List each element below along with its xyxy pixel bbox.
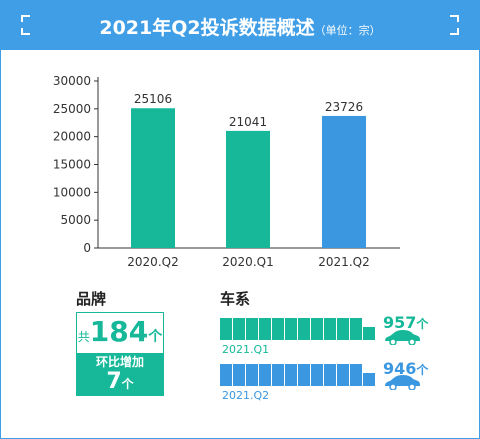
series-bar-segment xyxy=(337,318,349,340)
series-bar-segment xyxy=(233,364,245,386)
series-bar-segment xyxy=(246,364,258,386)
bar-2020.Q1 xyxy=(226,130,270,248)
series-bar-segment xyxy=(324,318,336,340)
series-bar-segment xyxy=(220,318,232,340)
series-count-unit: 个 xyxy=(416,317,429,331)
series-period-label: 2021.Q1 xyxy=(222,343,270,356)
x-tick-label: 2020.Q1 xyxy=(222,255,273,269)
series-bar-segment xyxy=(272,364,284,386)
series-bar-segment xyxy=(363,327,375,340)
data-label: 21041 xyxy=(229,115,267,129)
y-tick-label: 5000 xyxy=(60,213,91,227)
x-tick-label: 2021.Q2 xyxy=(318,255,369,269)
series-bar-segment xyxy=(363,373,375,386)
x-tick-label: 2020.Q2 xyxy=(127,255,178,269)
y-tick-label: 10000 xyxy=(53,185,91,199)
series-count-unit: 个 xyxy=(416,363,429,377)
brand-total: 共184个 xyxy=(77,313,163,353)
series-count-value: 946 xyxy=(383,359,417,378)
brand-change-unit: 个 xyxy=(121,377,134,391)
brand-total-unit: 个 xyxy=(148,329,163,345)
series-count: 946个 xyxy=(383,359,428,378)
car-icon xyxy=(385,330,420,345)
series-bar-segment xyxy=(311,364,323,386)
series-bar-segment xyxy=(311,318,323,340)
bar-2021.Q2 xyxy=(322,115,366,248)
y-tick-label: 15000 xyxy=(53,158,91,172)
series-bar-segment xyxy=(233,318,245,340)
data-label: 23726 xyxy=(325,100,363,114)
title-unit: （单位：宗） xyxy=(314,24,381,37)
y-tick-label: 30000 xyxy=(53,74,91,88)
series-bar-segment xyxy=(246,318,258,340)
corner-bracket-icon xyxy=(450,15,459,35)
page-title: 2021年Q2投诉数据概述（单位：宗） xyxy=(0,13,480,40)
y-tick-label: 0 xyxy=(83,241,91,255)
brand-change: 环比增加 7个 xyxy=(77,353,163,395)
series-bar-segment xyxy=(285,318,297,340)
series-bar-segment xyxy=(285,364,297,386)
series-count-value: 957 xyxy=(383,313,417,332)
series-bar-segment xyxy=(337,364,349,386)
series-section-title: 车系 xyxy=(220,290,251,308)
brand-total-prefix: 共 xyxy=(77,330,90,344)
brand-total-count: 184 xyxy=(89,315,149,348)
car-icon xyxy=(385,375,420,390)
corner-bracket-icon xyxy=(21,15,30,35)
series-period-label: 2021.Q2 xyxy=(222,389,270,402)
series-bar-segment xyxy=(350,318,362,340)
series-bar-segment xyxy=(259,318,271,340)
bar-2020.Q2 xyxy=(131,108,175,248)
y-tick-label: 25000 xyxy=(53,102,91,116)
series-bar-segment xyxy=(259,364,271,386)
series-bar-segment xyxy=(220,364,232,386)
series-count: 957个 xyxy=(383,313,428,332)
series-bar-segment xyxy=(298,318,310,340)
series-bar-segment xyxy=(272,318,284,340)
data-label: 25106 xyxy=(134,92,172,106)
series-bar-segment xyxy=(324,364,336,386)
header-banner: 2021年Q2投诉数据概述（单位：宗） xyxy=(0,0,480,50)
y-tick-label: 20000 xyxy=(53,130,91,144)
series-bar-segment xyxy=(298,364,310,386)
series-bar-segment xyxy=(350,364,362,386)
title-text: 2021年Q2投诉数据概述 xyxy=(99,17,315,39)
complaints-bar-chart: 0 5000 10000 15000 20000 25000 30000 25106 2020.… xyxy=(53,74,400,269)
brand-section-title: 品牌 xyxy=(76,290,107,308)
brand-change-value: 7 xyxy=(106,369,122,394)
brand-stat-card: 共184个 环比增加 7个 xyxy=(76,312,164,396)
brand-change-label: 环比增加 xyxy=(95,355,144,369)
